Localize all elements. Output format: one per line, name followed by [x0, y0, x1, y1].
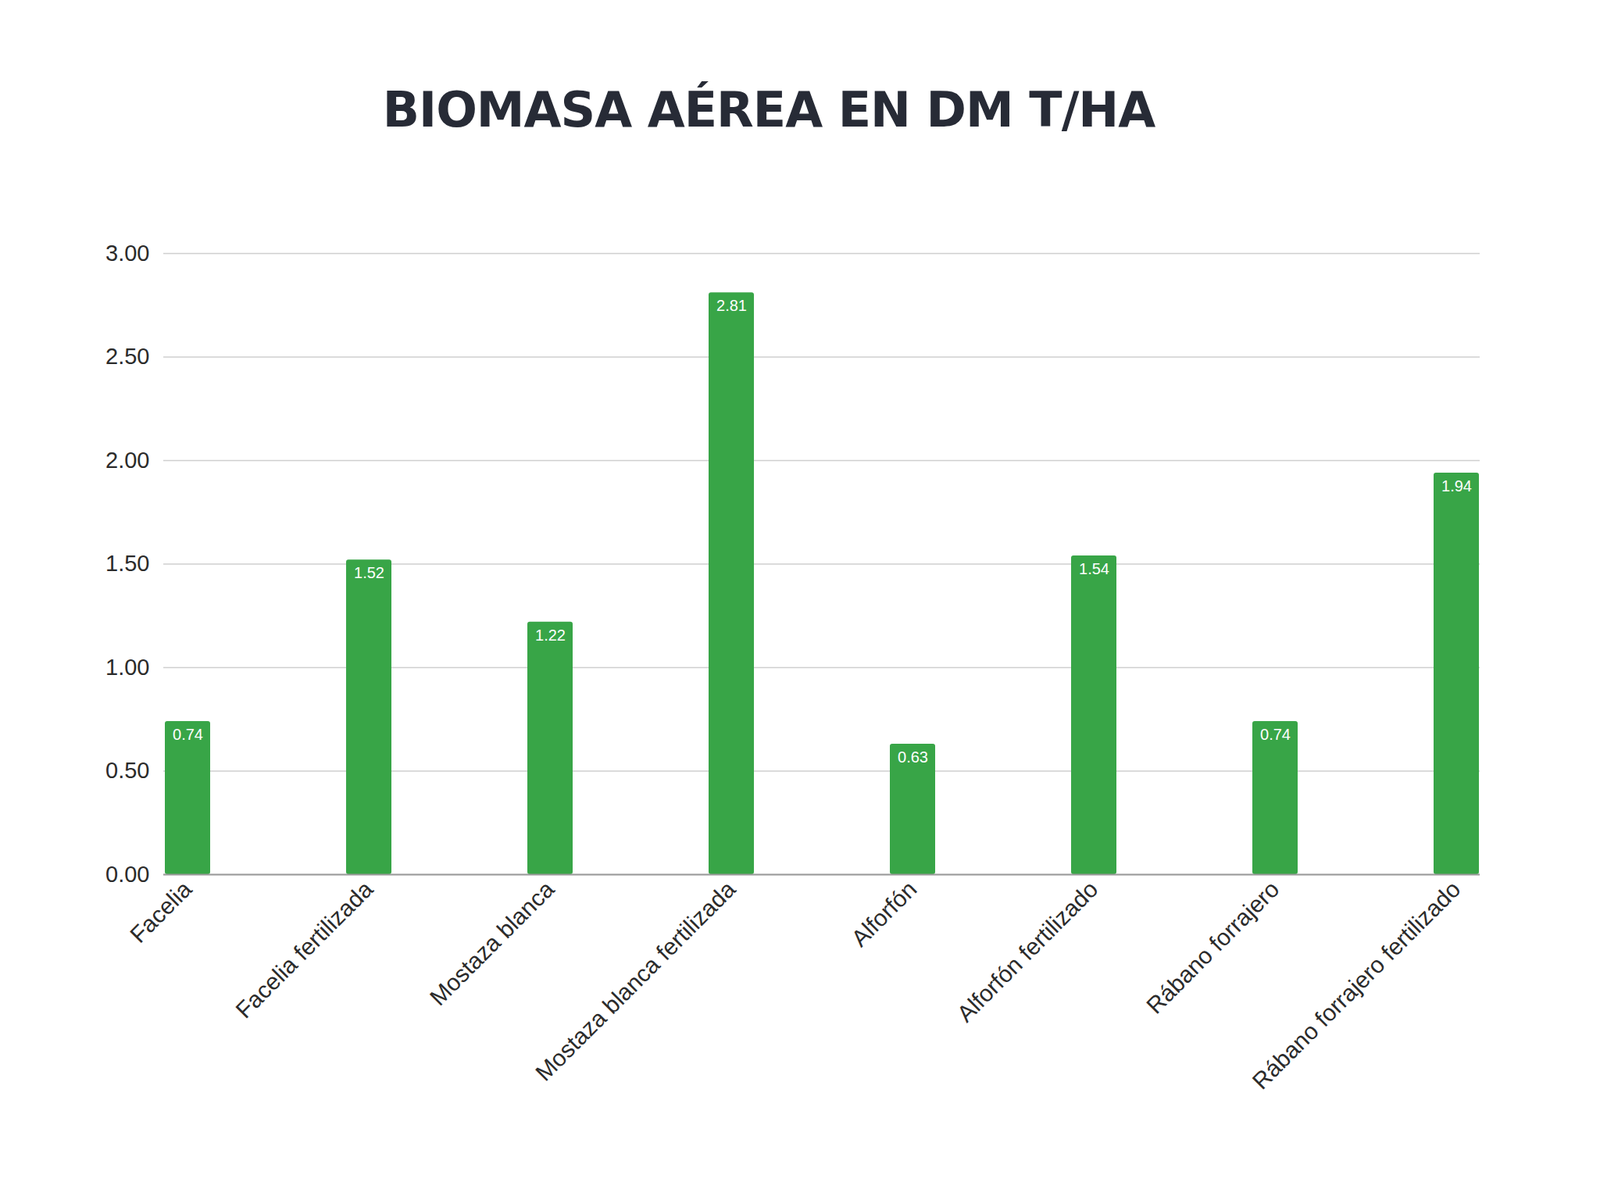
svg-text:1.22: 1.22 [535, 626, 566, 644]
svg-text:2.81: 2.81 [716, 296, 747, 315]
svg-text:0.63: 0.63 [897, 748, 929, 766]
svg-text:0.74: 0.74 [1260, 725, 1291, 743]
html-text:BIOMASA AÉREA EN DM T/HA: BIOMASA AÉREA EN DM T/HA [382, 80, 1155, 138]
svg-text:Facelia: Facelia [125, 875, 197, 948]
svg-text:0.74: 0.74 [172, 725, 204, 743]
svg-text:Mostaza blanca fertilizada: Mostaza blanca fertilizada [530, 875, 741, 1086]
svg-text:2.50: 2.50 [105, 343, 150, 369]
svg-text:1.00: 1.00 [105, 654, 150, 680]
svg-text:3.00: 3.00 [105, 240, 150, 266]
svg-text:Rábano forrajero: Rábano forrajero [1141, 875, 1285, 1019]
svg-text:2.00: 2.00 [105, 447, 150, 473]
svg-text:Rábano forrajero fertilizado: Rábano forrajero fertilizado [1246, 875, 1465, 1094]
svg-text:0.00: 0.00 [105, 861, 150, 887]
svg-text:Mostaza blanca: Mostaza blanca [425, 875, 560, 1011]
svg-text:1.50: 1.50 [105, 550, 150, 576]
svg-text:1.54: 1.54 [1078, 560, 1110, 578]
svg-text:Alforfón: Alforfón [846, 875, 922, 951]
svg-text:Alforfón fertilizado: Alforfón fertilizado [951, 875, 1103, 1027]
svg-text:Facelia fertilizada: Facelia fertilizada [230, 875, 379, 1024]
svg-text:1.94: 1.94 [1441, 477, 1472, 495]
svg-text:0.50: 0.50 [105, 757, 150, 783]
svg-text:1.52: 1.52 [353, 564, 385, 582]
